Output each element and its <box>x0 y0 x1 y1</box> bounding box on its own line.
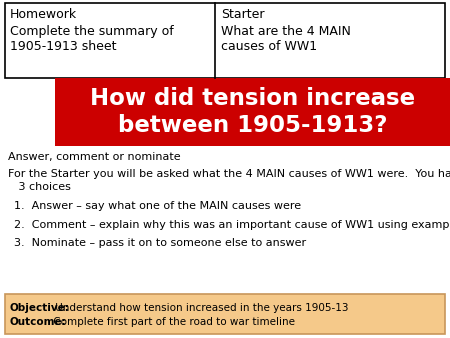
Text: How did tension increase
between 1905-1913?: How did tension increase between 1905-19… <box>90 87 415 137</box>
Text: Complete first part of the road to war timeline: Complete first part of the road to war t… <box>50 317 295 327</box>
Bar <box>5 294 445 334</box>
Text: For the Starter you will be asked what the 4 MAIN causes of WW1 were.  You have: For the Starter you will be asked what t… <box>8 169 450 179</box>
Text: What are the 4 MAIN
causes of WW1: What are the 4 MAIN causes of WW1 <box>221 25 351 53</box>
Text: Homework: Homework <box>10 8 77 21</box>
Text: 3 choices: 3 choices <box>8 182 71 192</box>
Bar <box>55 78 450 146</box>
Text: Objective:: Objective: <box>10 303 70 313</box>
Text: Answer, comment or nominate: Answer, comment or nominate <box>8 152 180 162</box>
Text: 3.  Nominate – pass it on to someone else to answer: 3. Nominate – pass it on to someone else… <box>14 238 306 248</box>
Text: Starter: Starter <box>221 8 265 21</box>
Text: Understand how tension increased in the years 1905-13: Understand how tension increased in the … <box>52 303 348 313</box>
Bar <box>5 3 445 78</box>
Text: 1.  Answer – say what one of the MAIN causes were: 1. Answer – say what one of the MAIN cau… <box>14 201 301 211</box>
Text: Complete the summary of
1905-1913 sheet: Complete the summary of 1905-1913 sheet <box>10 25 174 53</box>
Text: Outcome:: Outcome: <box>10 317 67 327</box>
Text: 2.  Comment – explain why this was an important cause of WW1 using examples: 2. Comment – explain why this was an imp… <box>14 220 450 230</box>
